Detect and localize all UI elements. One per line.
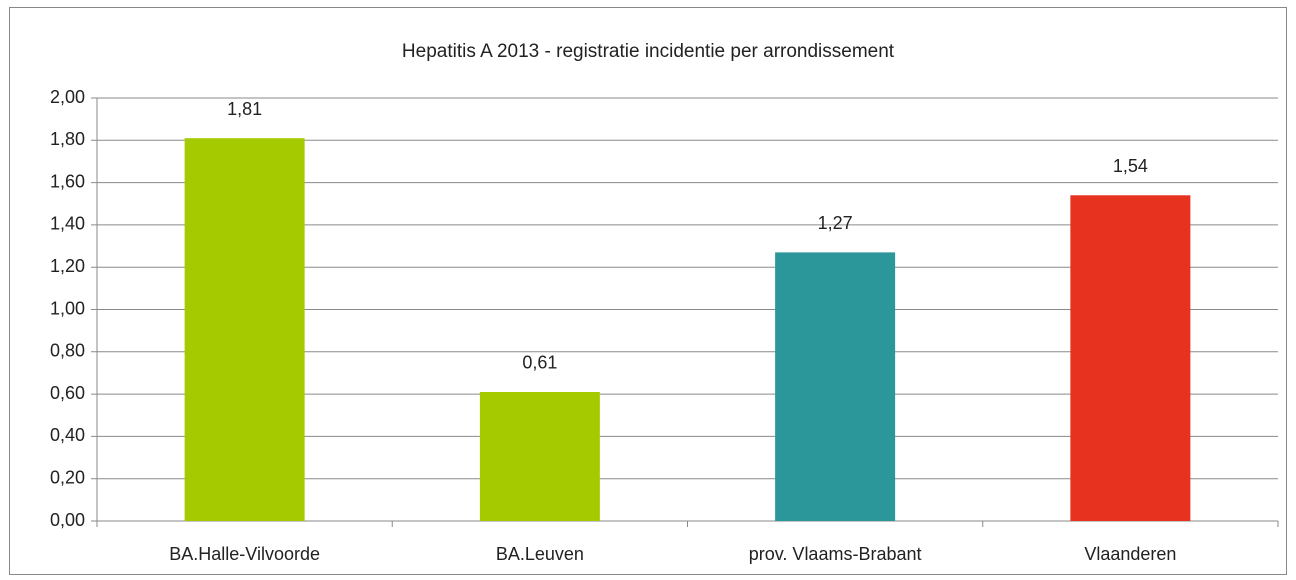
x-tick-label: BA.Leuven [496, 544, 584, 564]
y-tick-label: 1,40 [50, 214, 85, 234]
value-label: 1,54 [1113, 156, 1148, 176]
y-tick-label: 1,60 [50, 171, 85, 191]
y-tick-label: 1,00 [50, 298, 85, 318]
x-tick-label: Vlaanderen [1084, 544, 1176, 564]
y-tick-label: 0,60 [50, 383, 85, 403]
bar [184, 138, 305, 521]
y-tick-label: 1,80 [50, 129, 85, 149]
y-tick-label: 0,00 [50, 510, 85, 530]
y-tick-label: 2,00 [50, 87, 85, 107]
x-tick-label: prov. Vlaams-Brabant [749, 544, 922, 564]
y-tick-label: 1,20 [50, 256, 85, 276]
bar [1070, 195, 1191, 522]
y-tick-label: 0,40 [50, 425, 85, 445]
bar [479, 391, 600, 521]
y-tick-label: 0,20 [50, 467, 85, 487]
chart-title: Hepatitis A 2013 - registratie incidenti… [402, 41, 895, 62]
x-tick-label: BA.Halle-Vilvoorde [169, 544, 320, 564]
value-label: 1,27 [818, 213, 853, 233]
value-label: 0,61 [522, 353, 557, 373]
value-label: 1,81 [227, 99, 262, 119]
bar [775, 252, 896, 521]
y-tick-label: 0,80 [50, 341, 85, 361]
